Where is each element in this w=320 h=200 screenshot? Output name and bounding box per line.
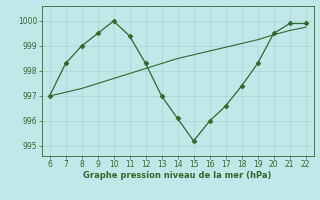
X-axis label: Graphe pression niveau de la mer (hPa): Graphe pression niveau de la mer (hPa) (84, 171, 272, 180)
